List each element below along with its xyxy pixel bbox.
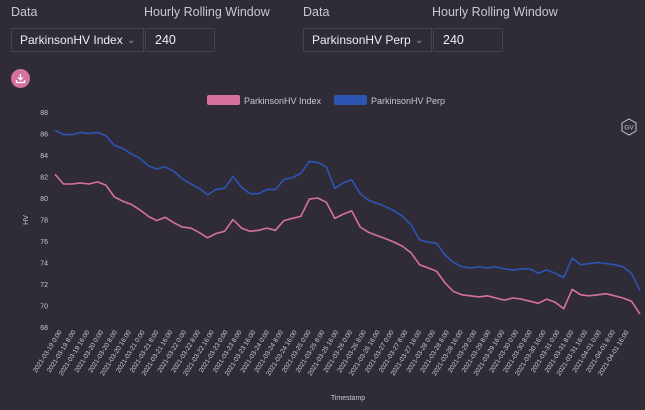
x-tick-label: 2021-03-30 8:00 [502,329,534,374]
data-select-right-value: ParkinsonHV Perp [312,33,411,47]
y-tick-label: 80 [40,196,48,203]
x-tick-label: 2021-03-21 0:00 [115,329,147,374]
y-tick-label: 74 [40,261,48,268]
x-tick-label: 2021-03-27 8:00 [378,329,410,374]
y-tick-label: 70 [40,304,48,311]
x-tick-label: 2021-03-27 16:00 [390,329,424,377]
x-tick-label: 2021-03-28 8:00 [419,329,451,374]
y-tick-label: 86 [40,132,48,139]
x-tick-label: 2021-03-20 8:00 [87,329,119,374]
data-label-left: Data [11,5,38,19]
svg-text:GV: GV [624,125,634,132]
x-tick-label: 2021-03-28 0:00 [405,329,437,374]
gv-logo-icon: GV [621,118,637,136]
x-tick-label: 2021-03-31 8:00 [544,329,576,374]
x-tick-label: 2021-03-20 0:00 [74,329,106,374]
download-button[interactable] [11,69,30,88]
x-tick-label: 2021-03-25 0:00 [281,329,313,374]
x-tick-label: 2021-03-19 8:00 [46,329,78,374]
download-icon [15,74,26,84]
x-tick-label: 2021-03-25 8:00 [295,329,327,374]
data-select-right[interactable]: ParkinsonHV Perp ⌄ [303,28,432,52]
chevron-down-icon: ⌄ [415,34,424,46]
x-tick-label: 2021-03-22 8:00 [170,329,202,374]
series-line-index [54,173,641,315]
x-tick-label: 2021-03-21 16:00 [141,329,175,377]
data-select-left[interactable]: ParkinsonHV Index ⌄ [11,28,144,52]
x-tick-label: 2021-03-24 16:00 [265,329,299,377]
window-label-right: Hourly Rolling Window [432,5,558,19]
legend-swatch-index [207,95,240,105]
x-tick-label: 2021-03-19 16:00 [58,329,92,377]
window-input-right[interactable]: 240 [433,28,503,52]
x-axis-title: Timestamp [331,395,365,402]
data-select-left-value: ParkinsonHV Index [20,33,123,47]
x-tick-label: 2021-03-26 0:00 [323,329,355,374]
x-tick-label: 2021-03-20 16:00 [99,329,133,377]
x-tick-label: 2021-03-29 16:00 [473,329,507,377]
y-tick-label: 72 [40,282,48,289]
x-tick-label: 2021-03-31 16:00 [556,329,590,377]
x-tick-label: 2021-03-23 0:00 [198,329,230,374]
legend-label-perp: ParkinsonHV Perp [371,96,445,106]
x-tick-label: 2021-04-01 16:00 [597,329,631,377]
window-input-left[interactable]: 240 [145,28,215,52]
x-tick-label: 2021-03-22 0:00 [157,329,189,374]
x-tick-label: 2021-03-25 16:00 [307,329,341,377]
x-tick-label: 2021-03-29 8:00 [461,329,493,374]
window-label-left: Hourly Rolling Window [144,5,270,19]
legend-label-index: ParkinsonHV Index [244,96,322,106]
x-tick-label: 2021-03-30 16:00 [514,329,548,377]
x-tick-label: 2021-03-21 8:00 [129,329,161,374]
x-tick-label: 2021-03-24 0:00 [240,329,272,374]
y-tick-label: 82 [40,175,48,182]
x-tick-label: 2021-03-26 8:00 [336,329,368,374]
x-tick-label: 2021-03-29 0:00 [447,329,479,374]
x-tick-label: 2021-03-27 0:00 [364,329,396,374]
x-tick-label: 2021-03-28 16:00 [431,329,465,377]
y-tick-label: 68 [40,325,48,332]
y-tick-label: 78 [40,218,48,225]
series-line-perp [54,129,641,291]
x-tick-label: 2021-03-26 16:00 [348,329,382,377]
y-tick-label: 76 [40,239,48,246]
x-tick-label: 2021-04-01 8:00 [585,329,617,374]
x-tick-label: 2021-03-22 16:00 [182,329,216,377]
chart-legend: ParkinsonHV Index ParkinsonHV Perp [207,95,445,106]
chevron-down-icon: ⌄ [127,34,136,46]
y-axis-title: HV [23,215,30,225]
x-tick-label: 2021-03-30 0:00 [488,329,520,374]
chart-series [54,129,641,315]
y-tick-label: 88 [40,110,48,117]
x-tick-label: 2021-03-31 0:00 [530,329,562,374]
y-tick-label: 84 [40,153,48,160]
data-label-right: Data [303,5,330,19]
x-tick-label: 2021-04-01 0:00 [571,329,603,374]
x-tick-label: 2021-03-19 0:00 [32,329,64,374]
x-tick-label: 2021-03-23 8:00 [212,329,244,374]
x-tick-label: 2021-03-23 16:00 [224,329,258,377]
legend-swatch-perp [334,95,367,105]
x-tick-label: 2021-03-24 8:00 [253,329,285,374]
